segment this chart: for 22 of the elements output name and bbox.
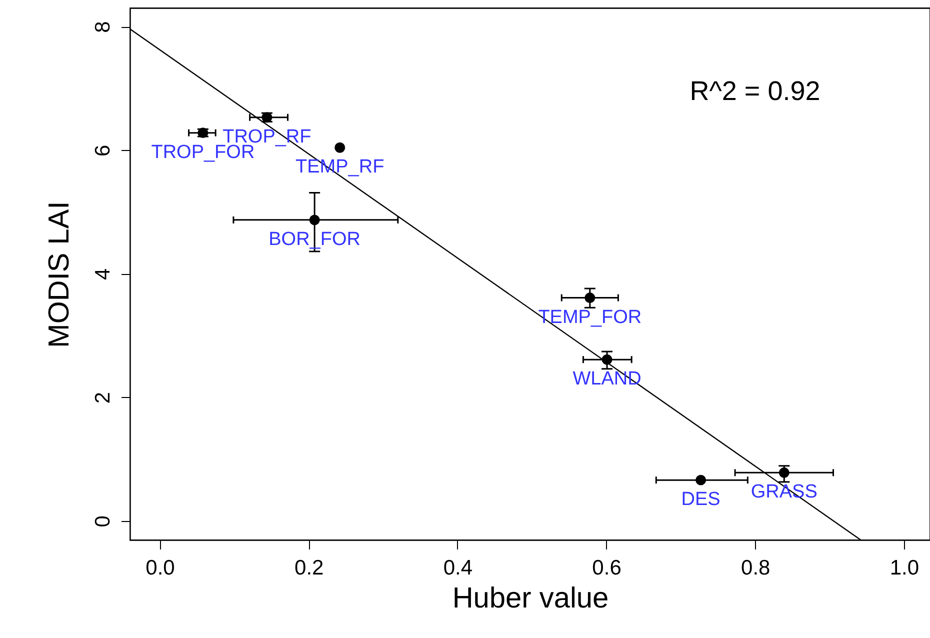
annotation: TEMP_FOR (538, 306, 642, 328)
point (696, 474, 706, 486)
annotation: R^2 = 0.92 (690, 76, 820, 106)
point (584, 292, 596, 304)
y-tick-label: 8 (92, 21, 114, 33)
annotation: DES (681, 489, 720, 510)
y-tick-label: 4 (92, 268, 114, 280)
x-tick-label: 0.0 (146, 556, 175, 580)
y-tick-label: 6 (92, 144, 114, 156)
x-tick-label: 0.4 (443, 556, 473, 580)
point (334, 142, 346, 153)
x-axis-title: Huber value (452, 582, 609, 614)
y-axis-title: MODIS LAI (44, 201, 76, 348)
x-tick-label: 0.6 (592, 556, 622, 580)
point (309, 214, 320, 226)
annotation: TROP_FOR (151, 142, 255, 163)
x-tick-label: 0.2 (294, 556, 324, 580)
x-tick-label: 0.8 (741, 556, 770, 580)
y-tick-label: 0 (92, 516, 114, 528)
x-tick-label: 1.0 (890, 556, 920, 580)
y-tick-label: 2 (92, 392, 114, 404)
point (778, 467, 790, 478)
